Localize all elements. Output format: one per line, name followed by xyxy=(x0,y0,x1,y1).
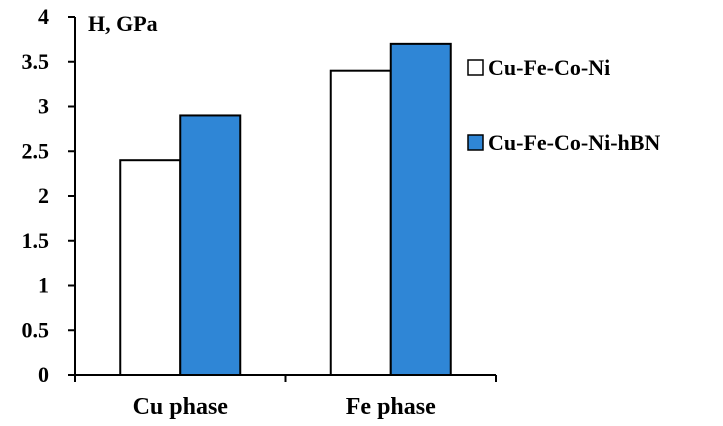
y-tick-label: 4 xyxy=(38,4,49,29)
bars-layer xyxy=(119,42,452,376)
bar-cu-phase-series-2 xyxy=(179,114,242,376)
axes-layer: Cu phase Fe phase 0 0.5 1 1.5 2 2.5 3 3.5 4 xyxy=(22,4,497,420)
legend-swatch-1 xyxy=(467,59,484,76)
legend: Cu-Fe-Co-Ni Cu-Fe-Co-Ni-hBN xyxy=(467,55,660,155)
bar-cu-phase-series-1 xyxy=(119,159,182,376)
y-tick-label: 1 xyxy=(38,273,49,298)
legend-label-2: Cu-Fe-Co-Ni-hBN xyxy=(488,130,660,155)
y-tick-label: 0 xyxy=(38,362,49,387)
bar-fe-phase-series-1 xyxy=(329,69,392,376)
y-tick-label: 0.5 xyxy=(22,317,50,342)
x-tick-label: Fe phase xyxy=(346,394,436,420)
y-tick-label: 2.5 xyxy=(22,138,50,163)
legend-label-1: Cu-Fe-Co-Ni xyxy=(488,55,610,80)
x-tick-label: Cu phase xyxy=(133,394,229,420)
y-tick-label: 2 xyxy=(38,183,49,208)
y-tick-label: 3 xyxy=(38,94,49,119)
legend-swatch-2 xyxy=(467,134,484,151)
y-tick-label: 1.5 xyxy=(22,228,50,253)
y-axis-label: H, GPa xyxy=(88,11,158,36)
bar-fe-phase-series-2 xyxy=(389,42,452,376)
y-tick-label: 3.5 xyxy=(22,49,50,74)
